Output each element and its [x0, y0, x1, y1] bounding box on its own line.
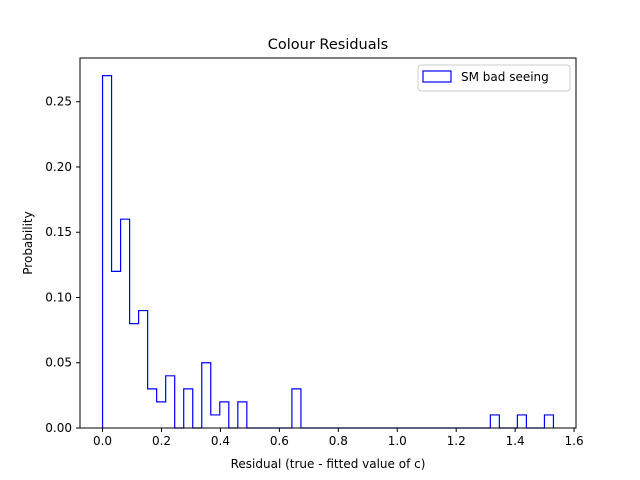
- x-tick-label: 1.4: [506, 434, 525, 448]
- y-tick-label: 0.10: [45, 290, 72, 304]
- y-axis-label: Probability: [21, 211, 35, 274]
- plot-area: [80, 58, 576, 428]
- legend: SM bad seeing: [417, 64, 571, 92]
- y-axis: 0.00 0.05 0.10 0.15 0.20 0.25: [45, 95, 80, 435]
- x-axis: 0.0 0.2 0.4 0.6 0.8 1.0 1.2 1.4 1.6: [93, 428, 584, 448]
- x-tick-label: 0.6: [270, 434, 289, 448]
- x-axis-label: Residual (true - fitted value of c): [231, 457, 426, 471]
- x-tick-label: 1.2: [447, 434, 466, 448]
- chart-title: Colour Residuals: [268, 37, 388, 53]
- x-tick-label: 1.0: [388, 434, 407, 448]
- x-tick-label: 0.4: [211, 434, 230, 448]
- y-tick-label: 0.25: [45, 95, 72, 109]
- y-tick-label: 0.05: [45, 356, 72, 370]
- x-tick-label: 0.2: [152, 434, 171, 448]
- y-tick-label: 0.20: [45, 160, 72, 174]
- legend-box: [417, 64, 571, 92]
- x-tick-label: 0.8: [329, 434, 348, 448]
- legend-swatch: [422, 70, 452, 83]
- x-tick-label: 0.0: [93, 434, 112, 448]
- legend-label: SM bad seeing: [461, 70, 549, 84]
- y-tick-label: 0.00: [45, 421, 72, 435]
- plot-frame: [79, 57, 577, 429]
- y-tick-label: 0.15: [45, 225, 72, 239]
- x-tick-label: 1.6: [565, 434, 584, 448]
